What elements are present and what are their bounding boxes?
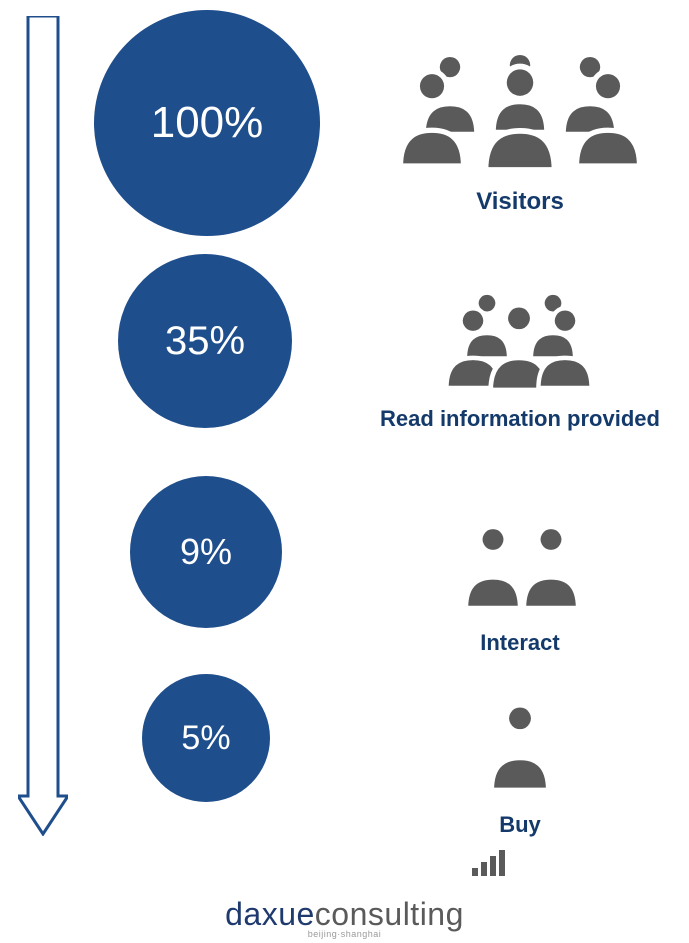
- funnel-infographic: 100% 35% 9% 5% Visitors Read information pro…: [0, 0, 689, 943]
- stage-percent: 100%: [151, 98, 264, 148]
- stage-right-block: Visitors: [365, 14, 675, 217]
- stage-right-block: Read information provided: [365, 256, 675, 433]
- people-icon: [435, 496, 605, 621]
- people-icon: [415, 256, 625, 397]
- brand-logo: daxueconsulting beijing·shanghai: [0, 870, 689, 942]
- stage-label: Buy: [499, 811, 541, 839]
- stage-label: Visitors: [476, 187, 564, 217]
- stage-percent: 5%: [181, 719, 230, 758]
- stage-label: Read information provided: [380, 405, 660, 433]
- logo-bars-icon: [472, 850, 508, 876]
- stage-circle: 35%: [118, 254, 292, 428]
- stage-percent: 35%: [165, 319, 245, 364]
- stage-circle: 5%: [142, 674, 270, 802]
- stage-label: Interact: [480, 629, 559, 657]
- stage-right-block: Interact: [365, 496, 675, 657]
- logo-part2: consulting: [315, 896, 464, 932]
- people-icon: [390, 14, 650, 179]
- down-arrow-icon: [18, 16, 68, 836]
- stage-circle: 100%: [94, 10, 320, 236]
- stage-right-block: Buy: [365, 688, 675, 839]
- stage-circle: 9%: [130, 476, 282, 628]
- people-icon: [470, 688, 570, 803]
- stage-percent: 9%: [180, 531, 232, 573]
- logo-part1: daxue: [225, 896, 315, 932]
